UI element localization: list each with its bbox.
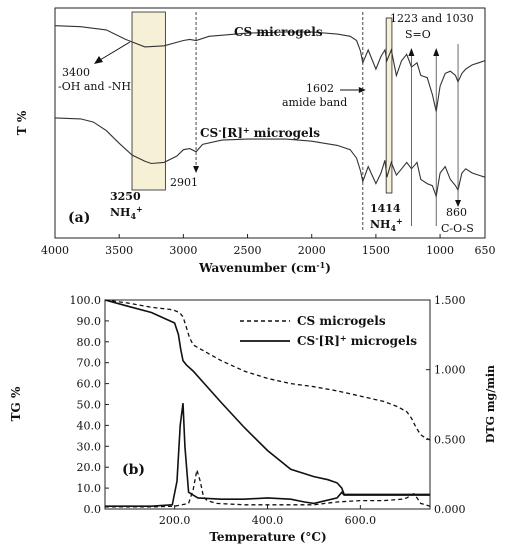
- annotation-860-value: 860: [446, 206, 467, 219]
- arrow-860: [455, 200, 462, 207]
- panel-a-x-tick-label: 3000: [169, 244, 197, 257]
- annotation-1602-value: 1602: [306, 82, 334, 95]
- panel-b-tga-chart: 0.0 10.0 20.0 30.0 40.0 50.0 60.0 70.0 80.0 90.0 1…: [9, 294, 497, 544]
- panel-b-left-y-tick-label: 0.0: [84, 503, 102, 516]
- legend-label-cs-microgels: CS microgels: [297, 314, 386, 328]
- panel-b-x-axis-label: Temperature (°C): [209, 530, 326, 544]
- panel-a-x-axis-label: Wavenumber (cm-1): [198, 260, 331, 275]
- legend-label-csr-microgels: CS-[R]+ microgels: [297, 333, 417, 348]
- panel-b-x-tick-label: 200.0: [159, 514, 191, 527]
- panel-b-left-y-tick-label: 30.0: [77, 440, 102, 453]
- highlight-band-1: [131, 11, 166, 191]
- series-line-csr-microgels: [54, 117, 486, 199]
- panel-a-x-tick-label: 3500: [105, 244, 133, 257]
- arrow-1602-head: [358, 87, 366, 93]
- panel-b-legend: CS microgels CS-[R]+ microgels: [240, 314, 417, 348]
- panel-a-x-tick-label: 2500: [234, 244, 262, 257]
- annotation-amide-band-text: amide band: [282, 96, 347, 109]
- series-label-csr-microgels: CS-[R]+ microgels: [200, 125, 320, 140]
- panel-a-x-tick-label: 1000: [426, 244, 454, 257]
- arrow-3400-shaft: [99, 41, 131, 61]
- panel-a-y-axis-label: T %: [15, 110, 29, 135]
- panel-b-left-y-tick-label: 90.0: [77, 315, 102, 328]
- series-line-cs-microgels-dtg: [105, 469, 431, 508]
- annotation-1223-1030-values: 1223 and 1030: [390, 12, 474, 25]
- panel-b-left-y-tick-label: 100.0: [70, 294, 102, 307]
- panel-b-left-y-tick-label: 80.0: [77, 336, 102, 349]
- panel-b-left-y-tick-label: 50.0: [77, 399, 102, 412]
- annotation-nh4-box2: NH4+: [370, 216, 403, 233]
- series-label-cs-microgels: CS microgels: [234, 25, 323, 39]
- panel-a-ftir-chart: 4000 3500 3000 2500 2000 1500 1000 650 T % Wave…: [15, 7, 496, 275]
- series-line-cs-microgels: [54, 25, 486, 112]
- annotation-s-o-text: S=O: [405, 28, 431, 41]
- panel-a-x-tick-label: 2000: [298, 244, 326, 257]
- panel-b-label: (b): [122, 462, 145, 478]
- panel-a-x-tick-label: 650: [475, 244, 496, 257]
- panel-b-x-tick-label: 600.0: [345, 514, 377, 527]
- arrow-2901: [193, 166, 200, 173]
- panel-b-right-y-axis-label: DTG mg/min: [484, 365, 497, 443]
- annotation-c-o-s-text: C-O-S: [441, 222, 474, 235]
- panel-b-right-y-tick-label: 1.000: [434, 364, 466, 377]
- panel-b-left-y-tick-label: 40.0: [77, 419, 102, 432]
- panel-b-right-y-tick-label: 1.500: [434, 294, 466, 307]
- arrow-1030: [433, 48, 440, 56]
- series-line-cs-microgels-tg: [104, 299, 431, 441]
- panel-b-left-y-tick-label: 70.0: [77, 357, 102, 370]
- series-line-cs-r-microgels-dtg: [105, 403, 430, 508]
- annotation-3400-value: 3400: [62, 66, 90, 79]
- panel-b-right-y-tick-label: 0.000: [434, 503, 466, 516]
- panel-b-x-tick-label: 400.0: [252, 514, 284, 527]
- panel-a-x-tick-label: 1500: [362, 244, 390, 257]
- panel-a-x-tick-label: 4000: [41, 244, 69, 257]
- panel-b-frame: [104, 299, 431, 510]
- annotation-oh-nh-text: -OH and -NH: [58, 80, 131, 93]
- panel-b-right-y-tick-label: 0.500: [434, 433, 466, 446]
- panel-b-left-y-axis-label: TG %: [9, 386, 23, 421]
- arrow-3400-head: [94, 56, 103, 64]
- panel-b-left-y-tick-label: 60.0: [77, 378, 102, 391]
- panel-a-frame: [54, 7, 486, 239]
- panel-b-left-y-tick-label: 10.0: [77, 482, 102, 495]
- series-line-cs-r-microgels-tg: [104, 299, 430, 496]
- panel-b-left-y-tick-label: 20.0: [77, 461, 102, 474]
- annotation-nh4-box1: NH4+: [110, 204, 143, 221]
- annotation-3250-value: 3250: [110, 190, 141, 203]
- arrow-1223: [408, 48, 415, 56]
- annotation-2901-value: 2901: [170, 176, 198, 189]
- highlight-band-2: [385, 17, 393, 194]
- annotation-1414-value: 1414: [370, 202, 401, 215]
- panel-a-label: (a): [68, 210, 90, 226]
